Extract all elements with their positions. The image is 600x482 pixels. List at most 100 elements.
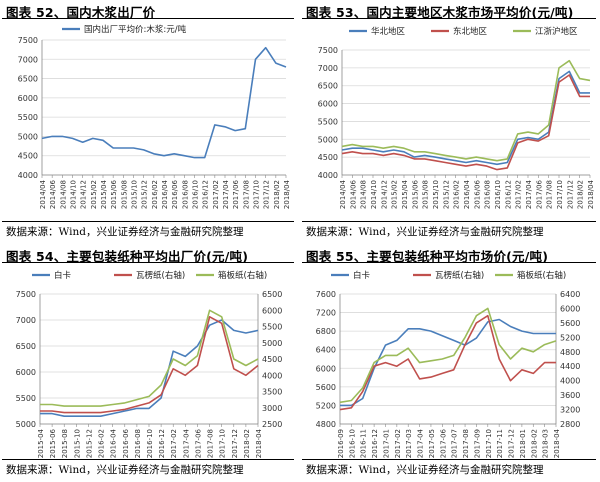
source-rule (2, 459, 294, 460)
y-tick-label: 4500 (18, 152, 38, 161)
x-tick-label: 2015-12 (85, 429, 93, 458)
legend-label: 白卡 (54, 270, 72, 281)
x-tick-label: 2014/04 (39, 179, 47, 209)
y-tick-label: 5000 (16, 420, 36, 429)
x-tick-label: 2017-03 (405, 429, 413, 458)
y-tick-label: 6500 (318, 82, 338, 91)
x-tick-label: 2017-12 (508, 429, 516, 458)
chart-panel-55: 图表 55、主要包装纸种平均市场价(元/吨) 4800 5200 5600 6000 6… (302, 246, 598, 482)
y-tick-label: 4500 (318, 153, 338, 162)
series-line-0 (41, 46, 287, 159)
x-tick-label: 2016/02 (151, 180, 159, 209)
x-tick-label: 2017-02 (170, 429, 178, 458)
legend-label: 江浙沪地区 (535, 26, 578, 37)
x-tick-label: 2016/02 (453, 180, 461, 209)
x-tick-label: 2016/10 (494, 180, 502, 209)
y-tick-label: 7600 (316, 290, 336, 299)
x-tick-label: 2015/08 (422, 180, 430, 209)
x-tick-label: 2016-12 (158, 429, 166, 458)
x-tick-label: 2018/02 (273, 180, 281, 209)
legend-label: 东北地区 (453, 26, 488, 37)
x-tick-label: 2016-12 (371, 429, 379, 458)
y2-tick-label: 2800 (560, 420, 580, 429)
chart-panel-52: 图表 52、国内木浆出厂价 4000 4500 5000 5500 6000 6500 70… (2, 2, 296, 240)
y2-tick-label: 3200 (560, 406, 580, 415)
x-tick-label: 2017-06 (439, 428, 447, 458)
y2-tick-label: 5600 (560, 319, 580, 328)
chart-title: 图表 54、主要包装纸种平均出厂价(元/吨) (6, 249, 249, 264)
x-tick-label: 2014/08 (59, 180, 67, 209)
x-tick-label: 2017-08 (462, 429, 470, 458)
x-tick-label: 2017-10 (219, 429, 227, 458)
x-tick-label: 2015-08 (61, 429, 69, 458)
x-tick-label: 2017/10 (253, 180, 261, 209)
x-tick-label: 2016-06 (122, 428, 130, 458)
y-tick-label: 4000 (318, 171, 338, 180)
x-tick-label: 2016/04 (463, 179, 471, 209)
y2-tick-label: 3500 (262, 388, 282, 397)
x-tick-label: 2014/12 (380, 180, 388, 209)
y2-tick-label: 4000 (560, 377, 580, 386)
legend-label: 箱板纸(右轴) (517, 270, 566, 281)
y-tick-label: 6500 (16, 342, 36, 351)
y-tick-label: 7500 (18, 36, 38, 45)
x-tick-label: 2014/06 (349, 179, 357, 209)
x-tick-label: 2017/04 (525, 179, 533, 209)
y-tick-label: 5500 (16, 394, 36, 403)
x-tick-label: 2017/12 (263, 180, 271, 209)
source-note: 数据来源：Wind，兴业证券经济与金融研究院整理 (306, 226, 544, 238)
y-tick-label: 7000 (16, 316, 36, 325)
y-tick-label: 7500 (16, 290, 36, 299)
source-note: 数据来源：Wind，兴业证券经济与金融研究院整理 (6, 464, 244, 476)
y-tick-label: 6500 (18, 75, 38, 84)
x-tick-label: 2017/08 (546, 180, 554, 209)
y-tick-label: 5500 (18, 113, 38, 122)
x-tick-label: 2015/06 (110, 179, 118, 209)
x-tick-label: 2018/04 (283, 179, 291, 209)
x-tick-label: 2015/02 (391, 180, 399, 209)
y2-tick-label: 3600 (560, 391, 580, 400)
x-tick-label: 2016/08 (181, 180, 189, 209)
x-tick-label: 2015/12 (141, 180, 149, 209)
y-tick-label: 4000 (18, 171, 38, 180)
x-tick-label: 2017-05 (428, 429, 436, 458)
x-tick-label: 2016/04 (161, 179, 169, 209)
legend-label: 瓦楞纸(右轴) (136, 270, 185, 281)
x-tick-label: 2017-07 (451, 429, 459, 458)
y-tick-label: 6800 (316, 327, 336, 336)
x-tick-label: 2014/04 (339, 179, 347, 209)
x-tick-label: 2018-04 (255, 428, 263, 458)
legend-label: 华北地区 (371, 26, 406, 37)
x-tick-label: 2017-10 (485, 429, 493, 458)
y-tick-label: 7000 (18, 55, 38, 64)
x-tick-label: 2015/08 (120, 180, 128, 209)
x-tick-label: 2018-02 (243, 429, 251, 458)
series-line-0 (340, 318, 556, 407)
y2-tick-label: 4500 (262, 355, 282, 364)
legend-label: 瓦楞纸(右轴) (435, 270, 484, 281)
x-tick-label: 2017-02 (394, 429, 402, 458)
y-tick-label: 6000 (18, 94, 38, 103)
x-tick-label: 2017/08 (242, 180, 250, 209)
y2-tick-label: 5000 (262, 339, 282, 348)
x-tick-label: 2016-11 (360, 429, 368, 458)
x-tick-label: 2016-02 (98, 429, 106, 458)
chart-plot: 4800 5200 5600 6000 6400 6800 7200 7600 2800 3200… (316, 270, 581, 458)
series-line-2 (341, 59, 591, 162)
y2-tick-label: 5500 (262, 323, 282, 332)
x-tick-label: 2017-06 (194, 428, 202, 458)
x-tick-label: 2017-12 (231, 429, 239, 458)
legend-label: 白卡 (353, 270, 371, 281)
x-tick-label: 2018-01 (519, 429, 527, 458)
x-tick-label: 2017-09 (473, 429, 481, 458)
title-rule (2, 18, 294, 19)
chart-title: 图表 55、主要包装纸种平均市场价(元/吨) (306, 249, 549, 264)
y2-tick-label: 6500 (262, 290, 282, 299)
source-rule (302, 221, 596, 222)
x-tick-label: 2016-04 (110, 428, 118, 458)
x-tick-label: 2017/04 (222, 179, 230, 209)
x-tick-label: 2015/12 (442, 180, 450, 209)
series-line-0 (40, 319, 259, 417)
